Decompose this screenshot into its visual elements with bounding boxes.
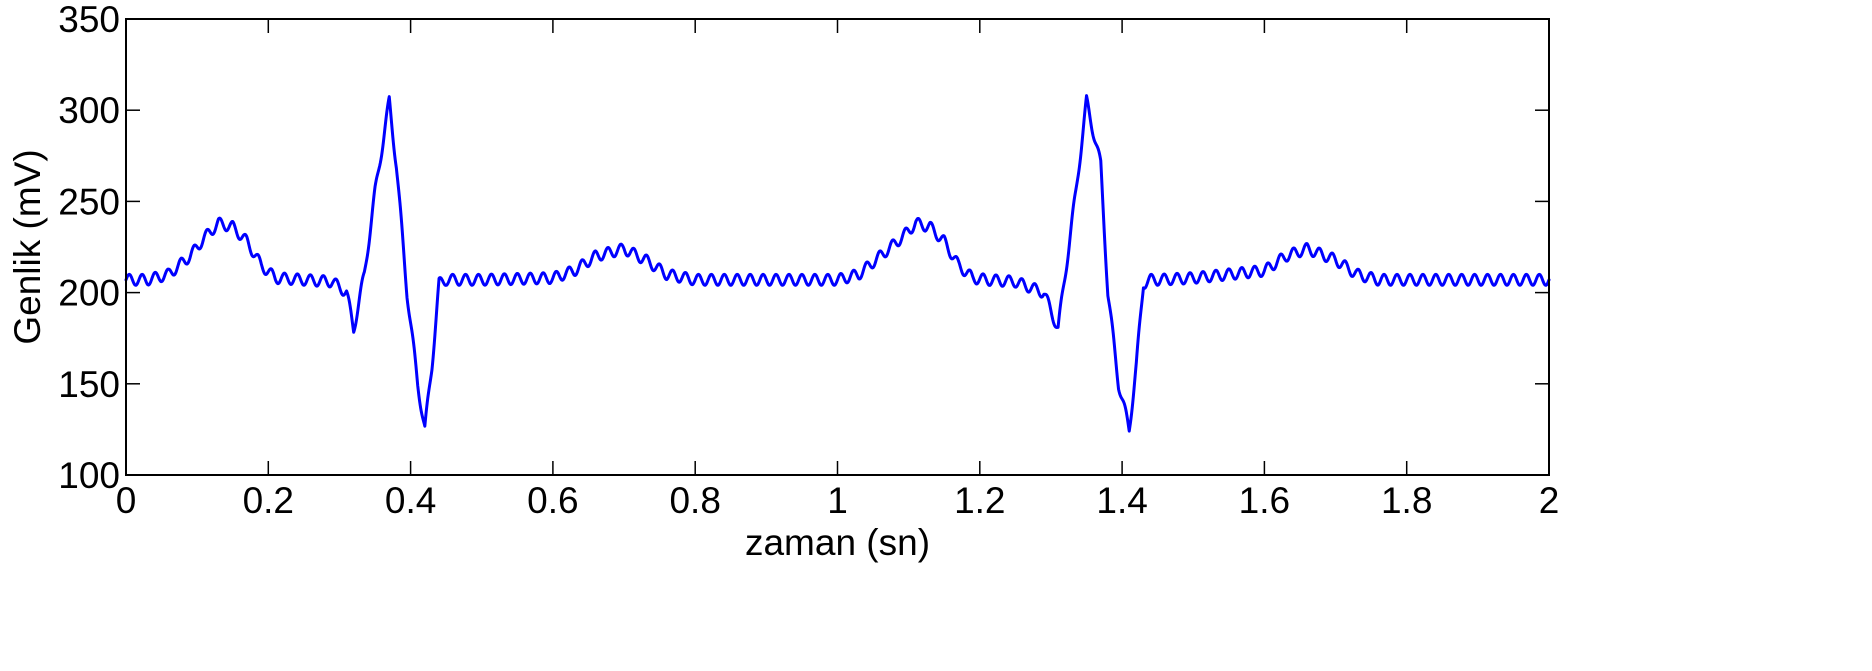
x-tick-label: 0.8 [669, 480, 720, 521]
x-tick-label: 0 [116, 480, 137, 521]
y-tick-group: 100 150 200 250 300 350 [58, 0, 1549, 496]
x-tick-label: 1.8 [1381, 480, 1432, 521]
x-tick-label: 1.4 [1096, 480, 1147, 521]
x-tick-label: 2 [1539, 480, 1560, 521]
series-line [124, 94, 1551, 433]
x-tick-label: 0.4 [385, 480, 436, 521]
y-tick-label: 300 [58, 90, 120, 131]
x-tick-label: 1 [827, 480, 848, 521]
y-tick-label: 150 [58, 364, 120, 405]
x-axis-title: zaman (sn) [745, 522, 930, 563]
y-tick-label: 200 [58, 273, 120, 314]
x-tick-label: 1.6 [1239, 480, 1290, 521]
y-tick-label: 250 [58, 181, 120, 222]
x-tick-label: 0.6 [527, 480, 578, 521]
y-axis-title: Genlik (mV) [7, 149, 48, 344]
x-tick-label: 0.2 [243, 480, 294, 521]
y-tick-label: 100 [58, 455, 120, 496]
x-tick-label: 1.2 [954, 480, 1005, 521]
plot-area-frame [125, 18, 1550, 476]
x-tick-group: 0 0.2 0.4 0.6 0.8 1 1.2 1.4 1.6 1.8 2 [116, 19, 1560, 521]
y-tick-label: 350 [58, 0, 120, 40]
